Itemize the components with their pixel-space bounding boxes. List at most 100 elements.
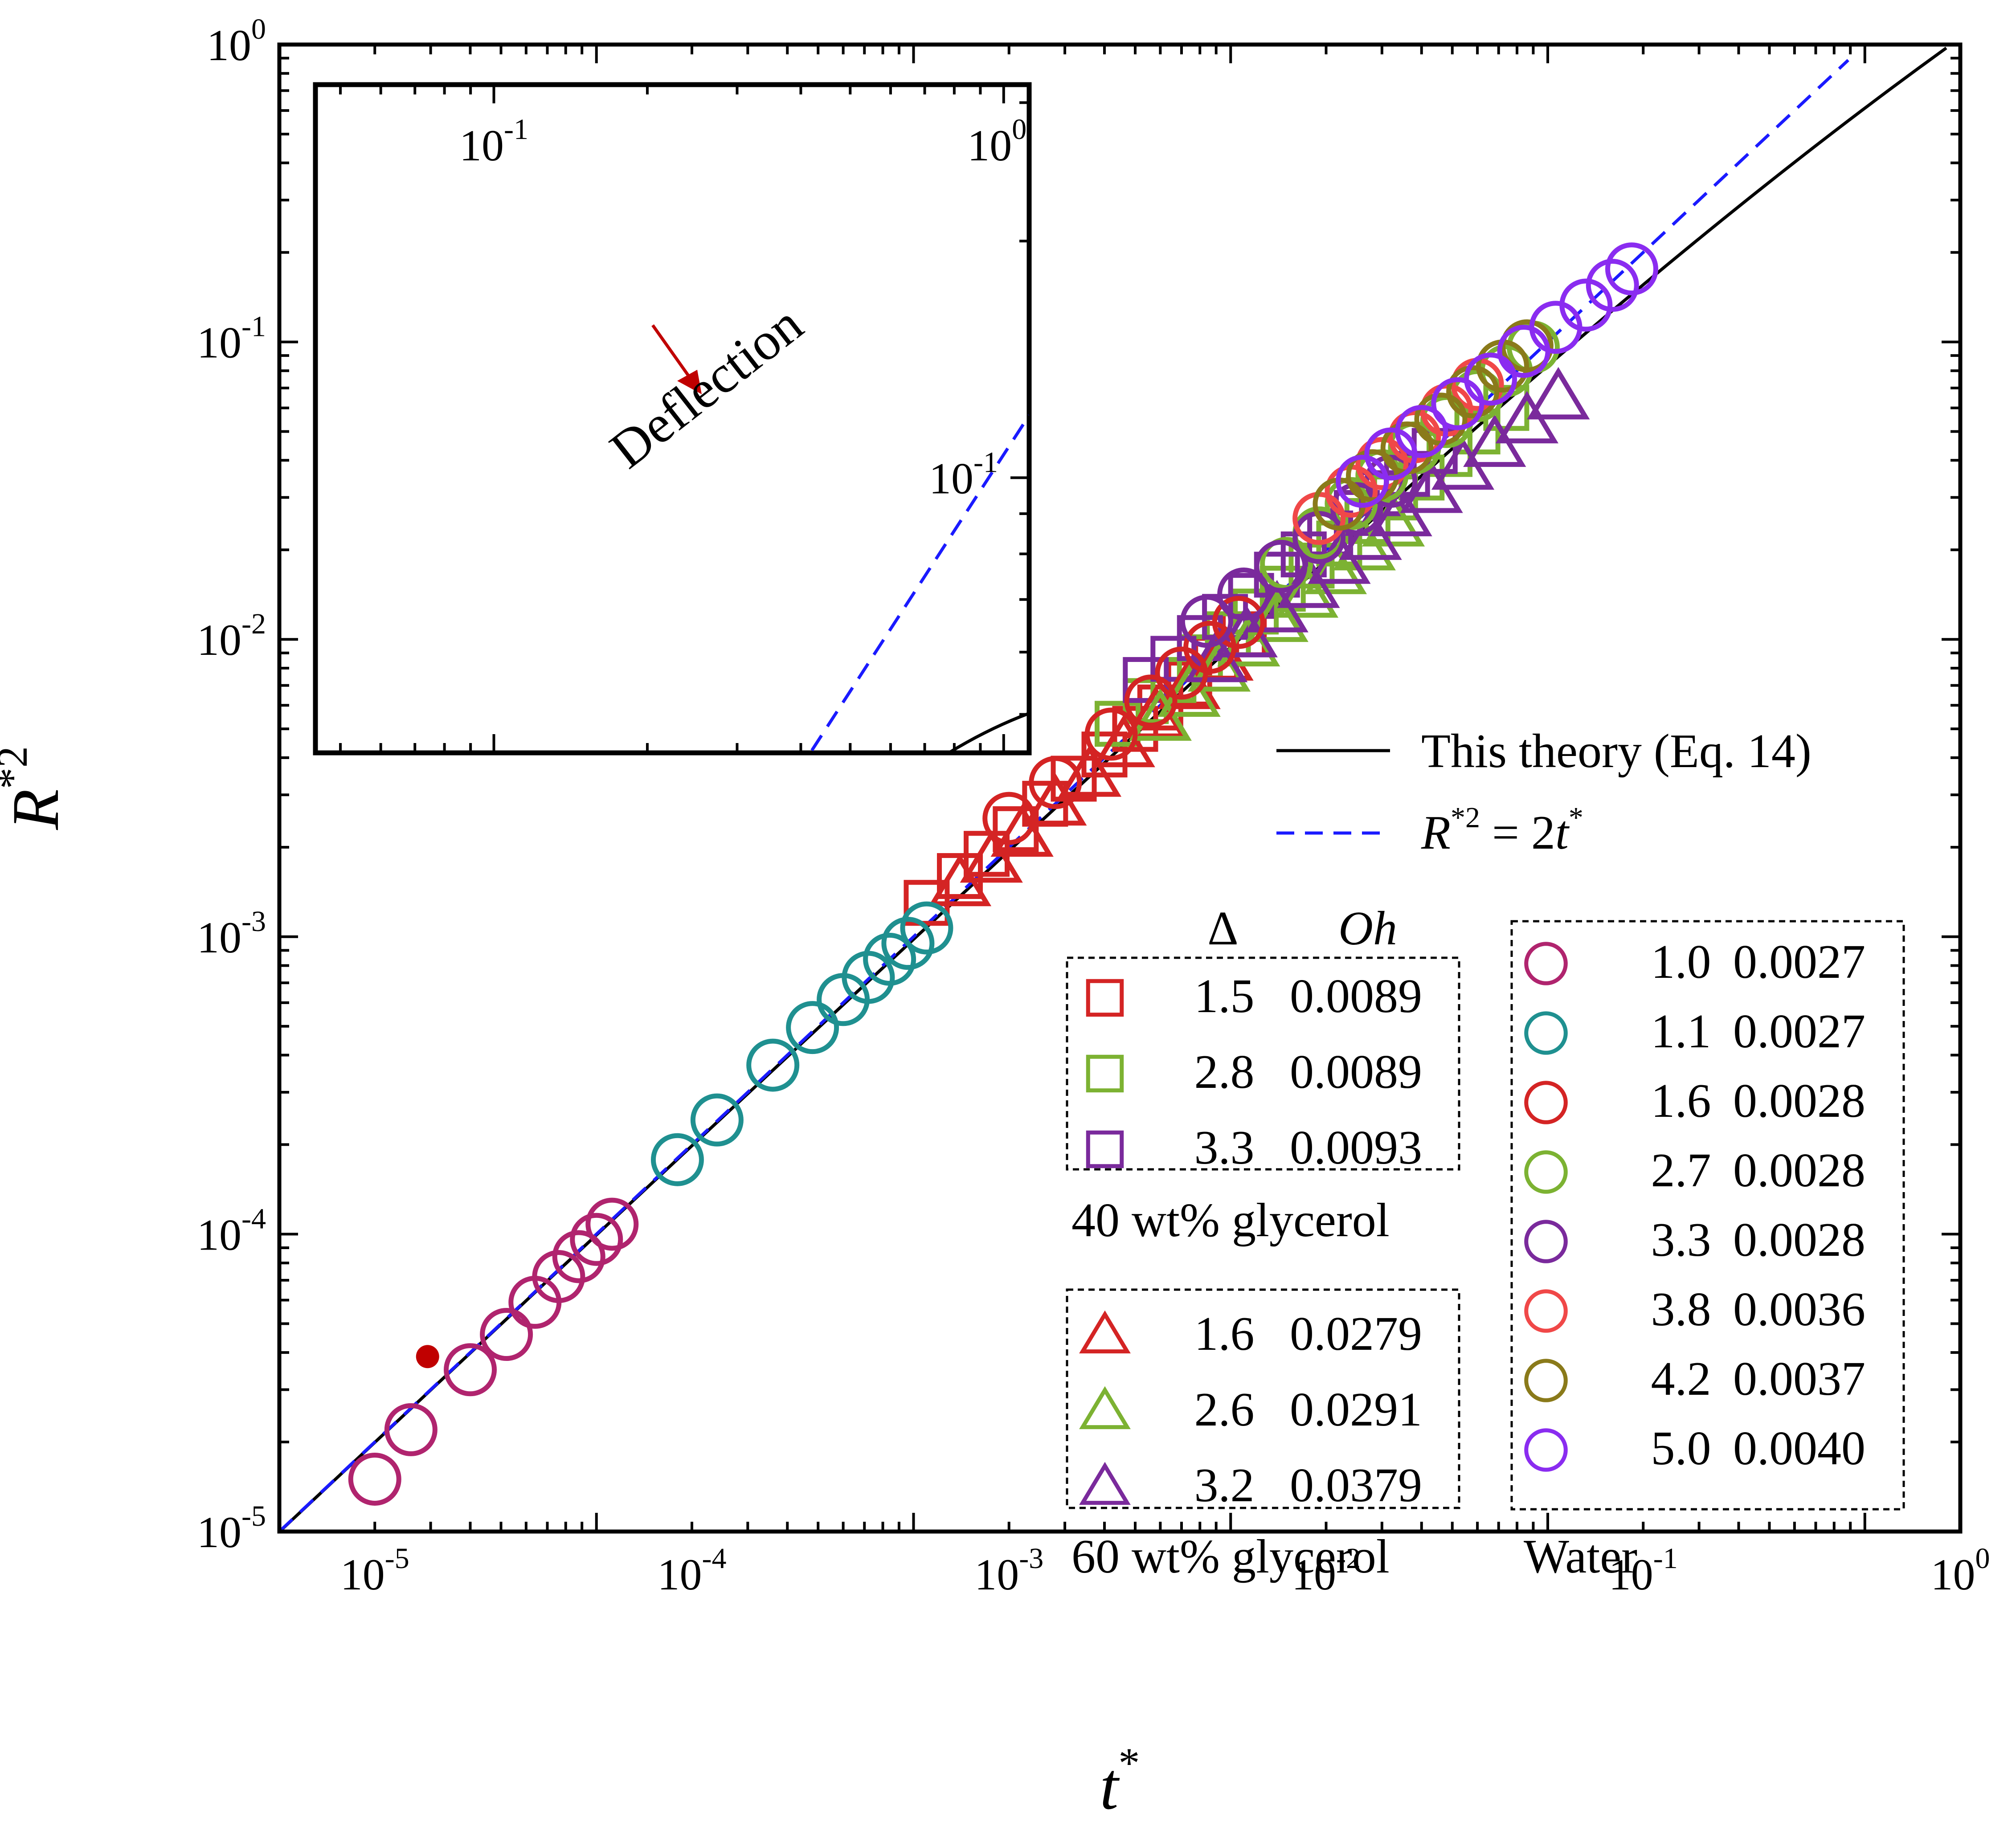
x-axis-title: t*: [1100, 1739, 1140, 1823]
data-point: [1559, 278, 1613, 332]
legend-delta: 1.5: [1194, 970, 1255, 1023]
series-circle-1.0: [348, 1197, 639, 1506]
legend-marker: [1079, 1386, 1131, 1430]
x-tick-label: 10-1: [1609, 1542, 1678, 1599]
x-tick-label-base: 10: [1609, 1550, 1653, 1599]
data-point: [650, 1133, 704, 1186]
y-tick-label-exp: -1: [241, 310, 266, 343]
y-tick-label-exp: -2: [241, 608, 266, 640]
legend-theory-label: This theory (Eq. 14): [1421, 725, 1812, 778]
y-tick-label: 10-4: [197, 1202, 266, 1259]
legend-oh: 0.0036: [1733, 1283, 1865, 1336]
y-tick-label-exp: -4: [241, 1202, 266, 1235]
x-tick-label-base: 10: [340, 1550, 385, 1599]
inset-y-tick-label-base: 10: [929, 453, 973, 503]
legend-group-label-water: Water: [1524, 1530, 1637, 1583]
data-point: [480, 1308, 533, 1361]
legend-marker: [1086, 1130, 1124, 1168]
x-tick-label: 10-2: [1292, 1542, 1361, 1599]
data-point: [532, 1250, 585, 1303]
legend-oh: 0.0028: [1733, 1213, 1865, 1266]
y-tick-label: 10-2: [197, 608, 266, 665]
data-point: [863, 932, 916, 986]
data-point: [384, 1403, 438, 1456]
x-axis-title-sup: *: [1118, 1739, 1140, 1787]
data-point: [1605, 242, 1658, 296]
x-tick-label: 10-4: [658, 1542, 727, 1599]
data-point: [348, 1452, 401, 1506]
x-tick-label-exp: -5: [385, 1542, 409, 1575]
legend-delta: 5.0: [1651, 1422, 1711, 1475]
data-point: [1092, 715, 1155, 768]
legend-delta: 3.8: [1651, 1283, 1711, 1336]
data-point: [1395, 405, 1448, 458]
y-tick-label-base: 10: [197, 913, 241, 962]
inset-marker-dot: [416, 1345, 439, 1368]
data-point: [1212, 596, 1265, 649]
data-point: [1586, 259, 1639, 312]
x-tick-label-exp: -4: [702, 1542, 727, 1575]
data-point: [444, 1343, 497, 1397]
data-point: [585, 1197, 639, 1251]
legend-box-60wt: [1066, 1288, 1460, 1509]
legend-oh: 0.0379: [1290, 1459, 1422, 1512]
legend-oh: 0.0279: [1290, 1307, 1422, 1360]
data-point: [900, 901, 953, 955]
data-point: [1464, 352, 1517, 406]
inset-x-tick-label-exp: -1: [504, 113, 528, 146]
legend-power-law-base: R: [1421, 806, 1451, 859]
data-point: [960, 830, 1023, 883]
data-point: [746, 1038, 800, 1092]
y-tick-label: 10-5: [197, 1500, 266, 1557]
plot-frame: [277, 42, 1963, 1534]
legend-oh: 0.0028: [1733, 1074, 1865, 1127]
legend-marker: [1086, 1054, 1124, 1093]
y-tick-label-base: 10: [207, 20, 251, 70]
x-tick-label-exp: -3: [1019, 1542, 1043, 1575]
inset-y-tick-label: 10-1: [929, 446, 998, 503]
y-tick-label: 10-3: [197, 905, 266, 962]
series-legend: Δ Oh 1.5 0.0089 2.8 0.0089 3.3 0.0093 40 wt% gly…: [1066, 902, 1905, 1583]
legend-oh: 0.0093: [1290, 1121, 1422, 1174]
x-tick-label: 100: [1931, 1542, 1990, 1599]
legend-power-law-sup2: *: [1569, 801, 1583, 834]
legend-power-law-label: R*2 = 2t*: [1421, 801, 1583, 859]
legend-oh: 0.0089: [1290, 970, 1422, 1023]
x-tick-label-exp: -2: [1336, 1542, 1361, 1575]
legend-marker: [1524, 1081, 1568, 1124]
y-axis-title: R*2: [0, 746, 73, 830]
legend-marker: [1524, 1011, 1568, 1055]
inset-frame: [313, 82, 1032, 756]
legend-marker: [1524, 1359, 1568, 1402]
legend-header-delta: Δ: [1207, 902, 1238, 955]
legend-oh: 0.0027: [1733, 1005, 1865, 1058]
inset-x-tick-label: 100: [967, 113, 1026, 170]
legend-power-law-sup1: *2: [1451, 801, 1480, 834]
data-point: [1124, 674, 1178, 728]
x-tick-label: 10-5: [340, 1542, 409, 1599]
line-legend: This theory (Eq. 14) R*2 = 2t*: [1276, 725, 1812, 859]
inset-x-tick-label-base: 10: [967, 121, 1012, 170]
legend-marker: [1524, 942, 1568, 985]
y-axis-title-sup: *2: [0, 746, 36, 789]
legend-delta: 1.0: [1651, 935, 1711, 989]
y-axis-title-base: R: [0, 789, 73, 830]
y-tick-label-base: 10: [197, 1507, 241, 1557]
y-tick-label: 100: [207, 13, 266, 70]
axes: 10-5 10-4 10-3 10-2 10-1 10010-510-410-310-21…: [0, 13, 1990, 1823]
inset-power-law-line: [808, 414, 1029, 753]
y-tick-label-base: 10: [197, 1210, 241, 1259]
data-point: [690, 1093, 744, 1147]
legend-marker: [1079, 1462, 1131, 1505]
inset-x-tick-label-base: 10: [459, 121, 504, 170]
legend-oh: 0.0040: [1733, 1422, 1865, 1475]
legend-delta: 1.1: [1651, 1005, 1711, 1058]
deflection-arrowhead: [677, 370, 702, 394]
legend-power-law-mid: = 2: [1480, 806, 1555, 859]
y-tick-label-exp: 0: [251, 13, 266, 45]
legend-power-law-t: t: [1555, 806, 1570, 859]
legend-delta: 2.6: [1194, 1383, 1255, 1436]
series-circle-1.1: [650, 901, 953, 1186]
